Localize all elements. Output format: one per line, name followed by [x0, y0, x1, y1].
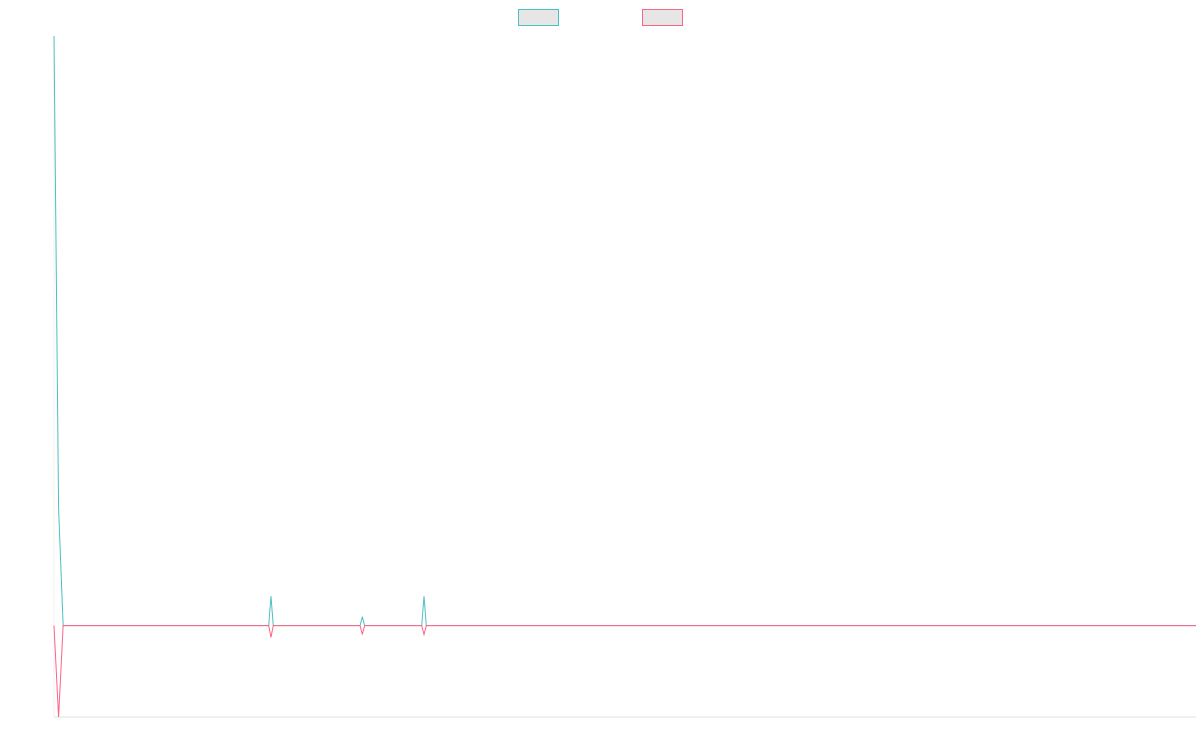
axes — [53, 36, 1196, 718]
legend[interactable] — [518, 9, 683, 26]
plot-area — [53, 35, 1196, 718]
series-line-2 — [53, 625, 1196, 718]
legend-swatch-1[interactable] — [518, 9, 559, 26]
series-line-1 — [53, 35, 1196, 627]
legend-swatch-2[interactable] — [642, 9, 683, 26]
